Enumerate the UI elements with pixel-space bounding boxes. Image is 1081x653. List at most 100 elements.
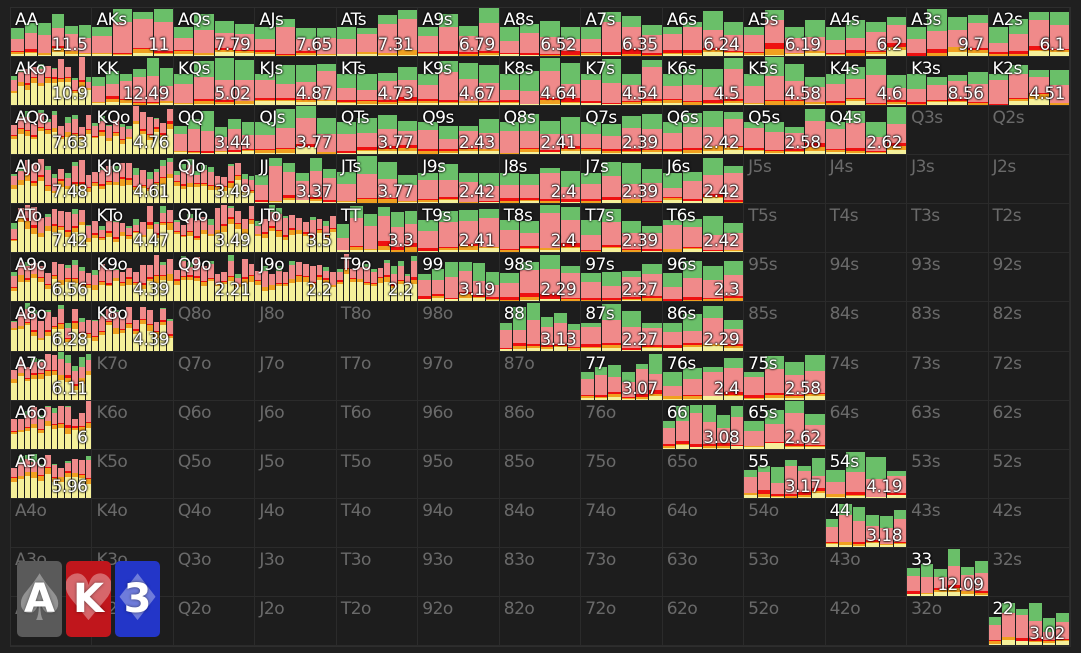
hand-cell-76s[interactable]: 76s 2.4 — [662, 351, 745, 401]
hand-cell-kto[interactable]: KTo 4.47 — [92, 204, 174, 254]
hand-cell-ats[interactable]: ATs 7.31 — [336, 8, 419, 58]
hand-cell-aks[interactable]: AKs 11 — [92, 8, 174, 58]
hand-cell-74o[interactable]: 74o — [581, 498, 663, 548]
hand-cell-84o[interactable]: 84o — [499, 498, 582, 548]
hand-cell-42o[interactable]: 42o — [825, 596, 908, 646]
hand-cell-76o[interactable]: 76o — [581, 400, 663, 450]
hand-cell-74s[interactable]: 74s — [825, 351, 908, 401]
hand-cell-q5o[interactable]: Q5o — [173, 449, 256, 499]
hand-cell-j9o[interactable]: J9o 2.2 — [255, 253, 337, 303]
hand-cell-j2s[interactable]: J2s — [988, 155, 1070, 205]
hand-cell-q3o[interactable]: Q3o — [173, 547, 256, 597]
hand-cell-a6s[interactable]: A6s 6.24 — [662, 8, 745, 58]
hand-cell-42s[interactable]: 42s — [988, 498, 1070, 548]
hand-cell-43o[interactable]: 43o — [825, 547, 908, 597]
hand-cell-qq[interactable]: QQ 3.44 — [173, 106, 256, 156]
hand-cell-tt[interactable]: TT 3.3 — [336, 204, 419, 254]
hand-cell-a3s[interactable]: A3s 9.7 — [907, 8, 989, 58]
hand-cell-j7s[interactable]: J7s 2.39 — [581, 155, 663, 205]
hand-cell-83o[interactable]: 83o — [499, 547, 582, 597]
hand-cell-t8s[interactable]: T8s 2.4 — [499, 204, 582, 254]
hand-cell-q9o[interactable]: Q9o 2.21 — [173, 253, 256, 303]
hand-cell-63s[interactable]: 63s — [907, 400, 989, 450]
hand-cell-t5o[interactable]: T5o — [336, 449, 419, 499]
hand-cell-a2s[interactable]: A2s 6.1 — [988, 8, 1070, 58]
hand-cell-96o[interactable]: 96o — [418, 400, 500, 450]
hand-cell-t6s[interactable]: T6s 2.42 — [662, 204, 745, 254]
hand-cell-86s[interactable]: 86s 2.29 — [662, 302, 745, 352]
hand-cell-kts[interactable]: KTs 4.73 — [336, 57, 419, 107]
hand-cell-k7s[interactable]: K7s 4.54 — [581, 57, 663, 107]
hand-cell-96s[interactable]: 96s 2.3 — [662, 253, 745, 303]
hand-cell-qto[interactable]: QTo 3.49 — [173, 204, 256, 254]
hand-cell-a5s[interactable]: A5s 6.19 — [744, 8, 826, 58]
hand-cell-94s[interactable]: 94s — [825, 253, 908, 303]
hand-cell-62o[interactable]: 62o — [662, 596, 745, 646]
hand-cell-54s[interactable]: 54s 4.19 — [825, 449, 908, 499]
hand-cell-k8o[interactable]: K8o 4.39 — [92, 302, 174, 352]
hand-cell-t5s[interactable]: T5s — [744, 204, 826, 254]
hand-cell-a6o[interactable]: A6o 6 — [11, 400, 93, 450]
hand-cell-97o[interactable]: 97o — [418, 351, 500, 401]
hand-cell-t2o[interactable]: T2o — [336, 596, 419, 646]
hand-cell-q8o[interactable]: Q8o — [173, 302, 256, 352]
hand-cell-33[interactable]: 33 12.09 — [907, 547, 989, 597]
hand-cell-93o[interactable]: 93o — [418, 547, 500, 597]
hand-cell-ato[interactable]: ATo 7.42 — [11, 204, 93, 254]
hand-cell-qjo[interactable]: QJo 3.49 — [173, 155, 256, 205]
hand-cell-a4o[interactable]: A4o — [11, 498, 93, 548]
hand-cell-t7s[interactable]: T7s 2.39 — [581, 204, 663, 254]
hand-cell-a7o[interactable]: A7o 6.11 — [11, 351, 93, 401]
hand-cell-83s[interactable]: 83s — [907, 302, 989, 352]
hand-cell-a8s[interactable]: A8s 6.52 — [499, 8, 582, 58]
hand-cell-j3o[interactable]: J3o — [255, 547, 337, 597]
hand-cell-t2s[interactable]: T2s — [988, 204, 1070, 254]
hand-cell-87o[interactable]: 87o — [499, 351, 582, 401]
hand-cell-ajs[interactable]: AJs 7.65 — [255, 8, 337, 58]
hand-cell-j8o[interactable]: J8o — [255, 302, 337, 352]
hand-cell-85o[interactable]: 85o — [499, 449, 582, 499]
hand-cell-j5o[interactable]: J5o — [255, 449, 337, 499]
hand-cell-q7o[interactable]: Q7o — [173, 351, 256, 401]
hand-cell-64s[interactable]: 64s — [825, 400, 908, 450]
hand-cell-kjo[interactable]: KJo 4.61 — [92, 155, 174, 205]
hand-cell-t3s[interactable]: T3s — [907, 204, 989, 254]
hand-cell-q4o[interactable]: Q4o — [173, 498, 256, 548]
hand-cell-82o[interactable]: 82o — [499, 596, 582, 646]
hand-cell-q6o[interactable]: Q6o — [173, 400, 256, 450]
hand-cell-72o[interactable]: 72o — [581, 596, 663, 646]
hand-cell-kqs[interactable]: KQs 5.02 — [173, 57, 256, 107]
hand-cell-44[interactable]: 44 3.18 — [825, 498, 908, 548]
hand-cell-98o[interactable]: 98o — [418, 302, 500, 352]
hand-cell-kk[interactable]: KK 12.49 — [92, 57, 174, 107]
hand-cell-k3s[interactable]: K3s 8.56 — [907, 57, 989, 107]
hand-cell-t4s[interactable]: T4s — [825, 204, 908, 254]
hand-cell-65s[interactable]: 65s 2.62 — [744, 400, 826, 450]
hand-cell-32s[interactable]: 32s — [988, 547, 1070, 597]
hand-cell-k9s[interactable]: K9s 4.67 — [418, 57, 500, 107]
hand-cell-j8s[interactable]: J8s 2.4 — [499, 155, 582, 205]
hand-cell-32o[interactable]: 32o — [907, 596, 989, 646]
hand-cell-87s[interactable]: 87s 2.27 — [581, 302, 663, 352]
hand-cell-t7o[interactable]: T7o — [336, 351, 419, 401]
hand-cell-j2o[interactable]: J2o — [255, 596, 337, 646]
hand-cell-a8o[interactable]: A8o 6.28 — [11, 302, 93, 352]
hand-cell-85s[interactable]: 85s — [744, 302, 826, 352]
hand-cell-t6o[interactable]: T6o — [336, 400, 419, 450]
hand-cell-j7o[interactable]: J7o — [255, 351, 337, 401]
hand-cell-97s[interactable]: 97s 2.27 — [581, 253, 663, 303]
hand-cell-82s[interactable]: 82s — [988, 302, 1070, 352]
hand-cell-j6s[interactable]: J6s 2.42 — [662, 155, 745, 205]
hand-cell-43s[interactable]: 43s — [907, 498, 989, 548]
hand-cell-j6o[interactable]: J6o — [255, 400, 337, 450]
hand-cell-t9o[interactable]: T9o 2.2 — [336, 253, 419, 303]
hand-cell-kjs[interactable]: KJs 4.87 — [255, 57, 337, 107]
hand-cell-a7s[interactable]: A7s 6.35 — [581, 8, 663, 58]
hand-cell-k4o[interactable]: K4o — [92, 498, 174, 548]
hand-cell-aqs[interactable]: AQs 7.79 — [173, 8, 256, 58]
hand-cell-kqo[interactable]: KQo 4.76 — [92, 106, 174, 156]
hand-cell-73s[interactable]: 73s — [907, 351, 989, 401]
hand-cell-q4s[interactable]: Q4s 2.62 — [825, 106, 908, 156]
hand-cell-jj[interactable]: JJ 3.37 — [255, 155, 337, 205]
hand-cell-q6s[interactable]: Q6s 2.42 — [662, 106, 745, 156]
